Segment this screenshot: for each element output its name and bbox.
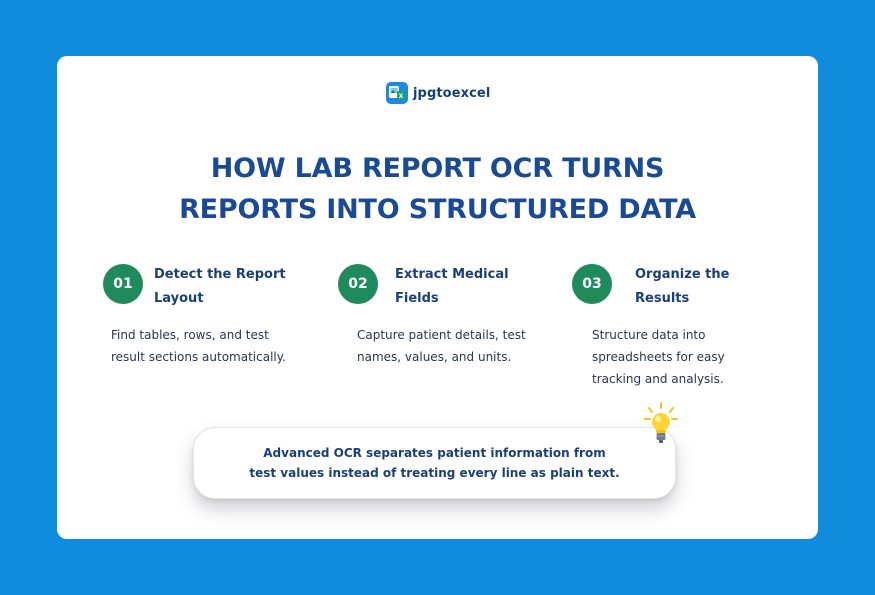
page-title: HOW LAB REPORT OCR TURNS REPORTS INTO ST… bbox=[57, 148, 818, 230]
step-3: 03 Organize the Results Structure data i… bbox=[572, 263, 787, 386]
step-title: Extract Medical Fields bbox=[395, 263, 509, 311]
step-description: Find tables, rows, and test result secti… bbox=[111, 328, 286, 364]
step-number-badge: 02 bbox=[338, 264, 378, 304]
tip-callout: Advanced OCR separates patient informati… bbox=[193, 427, 676, 499]
tip-text-line-1: Advanced OCR separates patient informati… bbox=[263, 446, 606, 460]
step-title-line-2: Fields bbox=[395, 291, 439, 306]
step-title-line-1: Detect the Report bbox=[154, 267, 286, 282]
tip-text: Advanced OCR separates patient informati… bbox=[249, 443, 619, 483]
step-description: Structure data into spreadsheets for eas… bbox=[592, 328, 725, 386]
jpgtoexcel-logo-icon: X bbox=[386, 82, 408, 104]
step-title-line-1: Organize the bbox=[635, 267, 730, 282]
brand-name: jpgtoexcel bbox=[413, 85, 491, 101]
step-2: 02 Extract Medical Fields Capture patien… bbox=[338, 263, 553, 364]
step-title-line-1: Extract Medical bbox=[395, 267, 509, 282]
step-number-badge: 01 bbox=[103, 264, 143, 304]
brand-logo[interactable]: X jpgtoexcel bbox=[386, 82, 490, 104]
infographic-card: X jpgtoexcel HOW LAB REPORT OCR TURNS RE… bbox=[57, 56, 818, 539]
tip-text-line-2: test values instead of treating every li… bbox=[249, 466, 620, 480]
svg-text:X: X bbox=[399, 93, 404, 100]
title-line-2: REPORTS INTO STRUCTURED DATA bbox=[179, 194, 696, 225]
title-line-1: HOW LAB REPORT OCR TURNS bbox=[210, 153, 665, 184]
lightbulb-icon bbox=[643, 401, 679, 449]
step-description: Capture patient details, test names, val… bbox=[357, 328, 526, 364]
step-title-line-2: Layout bbox=[154, 291, 204, 306]
step-title: Detect the Report Layout bbox=[154, 263, 286, 311]
step-1: 01 Detect the Report Layout Find tables,… bbox=[103, 263, 318, 364]
step-title-line-2: Results bbox=[635, 291, 690, 306]
step-title: Organize the Results bbox=[635, 263, 729, 311]
step-number-badge: 03 bbox=[572, 264, 612, 304]
